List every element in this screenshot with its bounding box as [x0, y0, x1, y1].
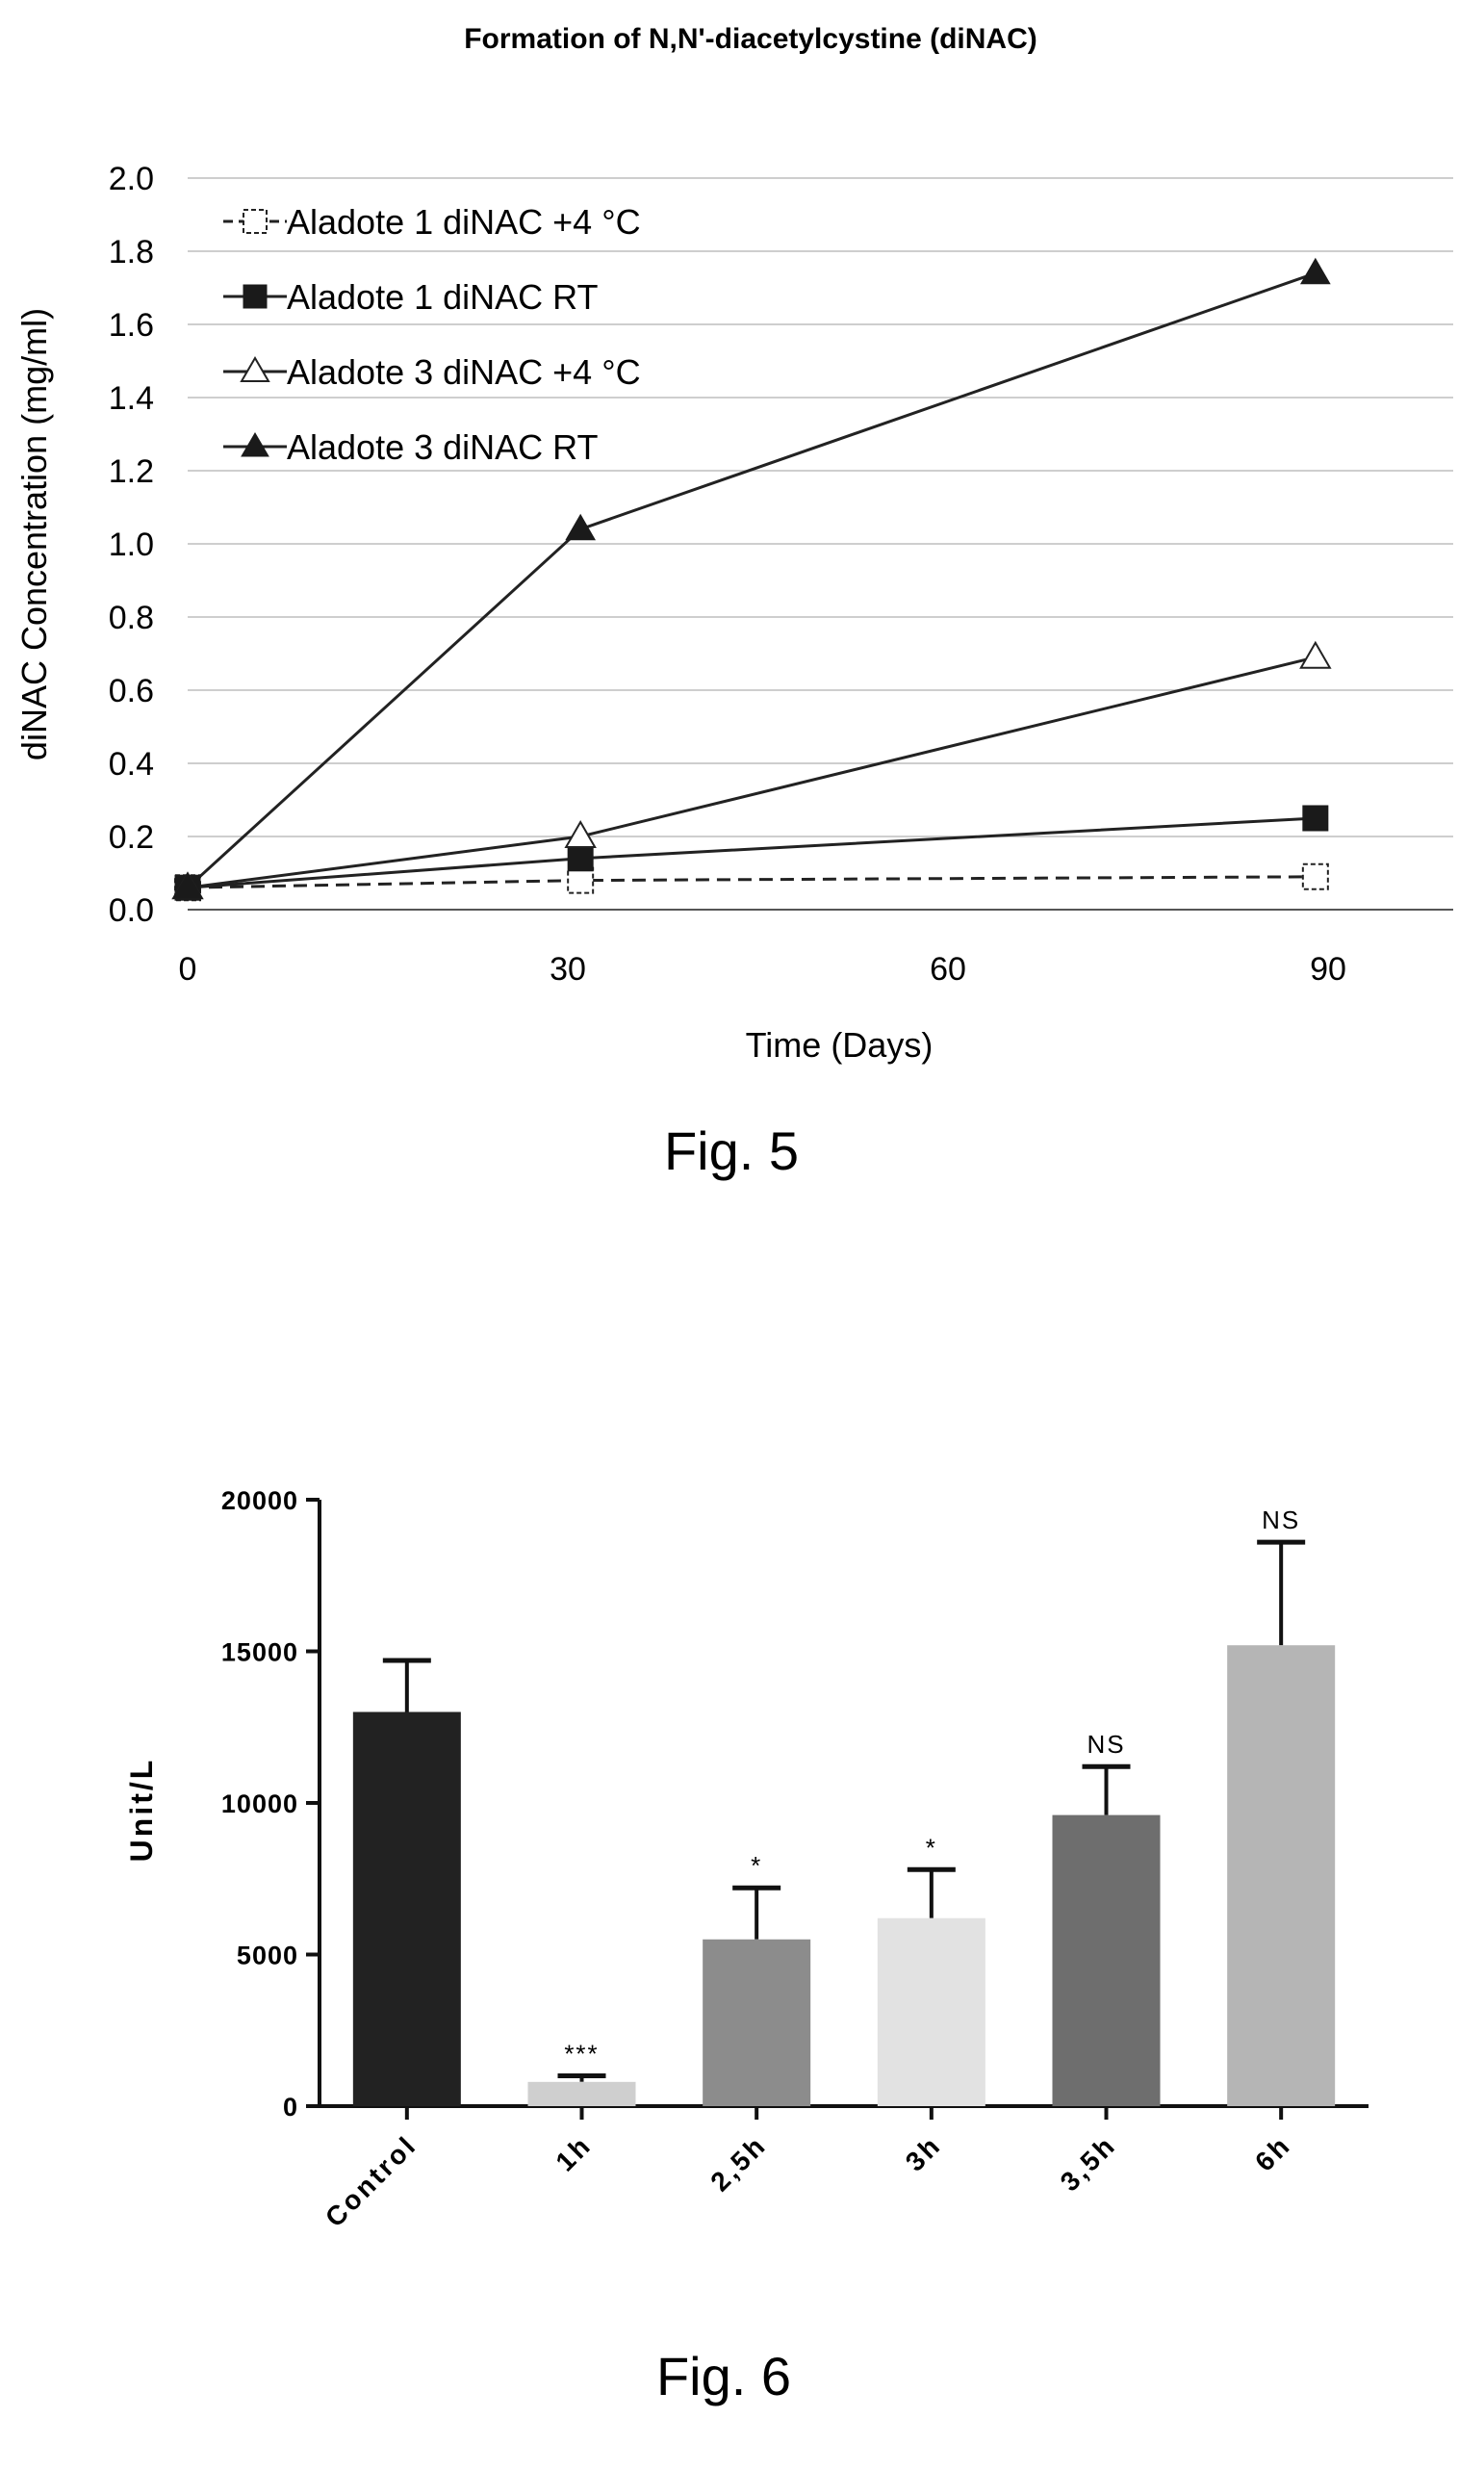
y-tick-labels: 0.0 0.2 0.4 0.6 0.8 1.0 1.2 1.4 1.6 1.8 2.0 [109, 161, 154, 929]
x-tick-label: 30 [550, 951, 586, 988]
legend: Aladote 1 diNAC +4 °C Aladote 1 diNAC RT A… [223, 202, 641, 467]
y-tick-label: 5000 [237, 1942, 298, 1970]
data-point [564, 819, 597, 848]
y-tick-label: 1.0 [109, 527, 154, 563]
legend-entry: Aladote 3 diNAC +4 °C [287, 352, 641, 392]
y-tick-label: 1.6 [109, 307, 154, 344]
x-axis-label: Time (Days) [746, 1025, 934, 1065]
y-tick-label: 10000 [221, 1789, 298, 1818]
significance-label: * [926, 1833, 937, 1862]
gridlines [188, 177, 1453, 911]
x-tick-label: 0 [179, 951, 197, 988]
bar [1052, 1814, 1161, 2106]
y-tick-labels: 0 5000 10000 15000 20000 [221, 1486, 298, 2122]
significance-label: NS [1262, 1505, 1300, 1534]
axes [306, 1498, 1369, 2120]
data-point [243, 209, 268, 234]
data-point [243, 284, 268, 309]
data-point [1299, 640, 1332, 669]
category-label: 3h [900, 2129, 947, 2176]
significance-label: *** [564, 2040, 599, 2069]
x-tick-label: 90 [1310, 951, 1346, 988]
y-tick-label: 0.8 [109, 600, 154, 636]
chart-title: Formation of N,N'-diacetylcystine (diNAC… [464, 23, 1037, 55]
figure-caption-6: Fig. 6 [656, 2346, 791, 2406]
figure-caption-5: Fig. 5 [664, 1120, 799, 1181]
y-tick-label: 1.2 [109, 453, 154, 490]
data-point [565, 513, 597, 541]
y-tick-label: 0 [283, 2093, 298, 2122]
bar [1227, 1645, 1336, 2106]
y-tick-label: 1.4 [109, 380, 154, 417]
legend-entry: Aladote 1 diNAC RT [287, 277, 599, 317]
y-tick-label: 0.4 [109, 746, 154, 783]
significance-label: * [751, 1851, 762, 1880]
data-point [567, 866, 595, 894]
bar [352, 1711, 461, 2106]
category-label: Control [320, 2129, 422, 2232]
y-tick-label: 2.0 [109, 161, 154, 197]
data-point [241, 432, 269, 457]
series-lines [171, 257, 1332, 902]
y-tick-label: 0.6 [109, 673, 154, 709]
data-point [1302, 805, 1329, 832]
y-tick-label: 15000 [221, 1638, 298, 1667]
legend-entry: Aladote 3 diNAC RT [287, 427, 599, 467]
bar-chart-fig6: 0 5000 10000 15000 20000 Control 1h 2,5h 3h 3,5h… [124, 1486, 1369, 2406]
data-point [567, 845, 594, 872]
y-tick-label: 20000 [221, 1486, 298, 1515]
series-line [187, 875, 1316, 889]
bar [527, 2081, 636, 2106]
significance-label: NS [1087, 1730, 1125, 1759]
y-tick-label: 1.8 [109, 234, 154, 270]
legend-entry: Aladote 1 diNAC +4 °C [287, 202, 641, 242]
x-tick-labels: 0 30 60 90 [179, 951, 1346, 988]
line-chart-fig5: Formation of N,N'-diacetylcystine (diNAC… [14, 23, 1453, 1181]
y-axis-label: diNAC Concentration (mg/ml) [14, 308, 54, 760]
y-tick-label: 0.0 [109, 892, 154, 929]
bars [352, 1539, 1336, 2106]
series-line [187, 656, 1317, 889]
data-point [1299, 257, 1331, 285]
data-point [172, 872, 203, 899]
bar [703, 1939, 811, 2106]
bar [877, 1917, 985, 2106]
category-labels: Control 1h 2,5h 3h 3,5h 6h [320, 2129, 1296, 2232]
y-tick-label: 0.2 [109, 819, 154, 856]
category-label: 2,5h [704, 2129, 772, 2197]
data-point [1301, 862, 1329, 890]
category-label: 3,5h [1055, 2129, 1122, 2197]
y-axis-label: Unit/L [124, 1758, 159, 1863]
category-label: 1h [550, 2129, 597, 2176]
data-point [240, 356, 270, 382]
x-tick-label: 60 [930, 951, 966, 988]
category-label: 6h [1249, 2129, 1296, 2176]
